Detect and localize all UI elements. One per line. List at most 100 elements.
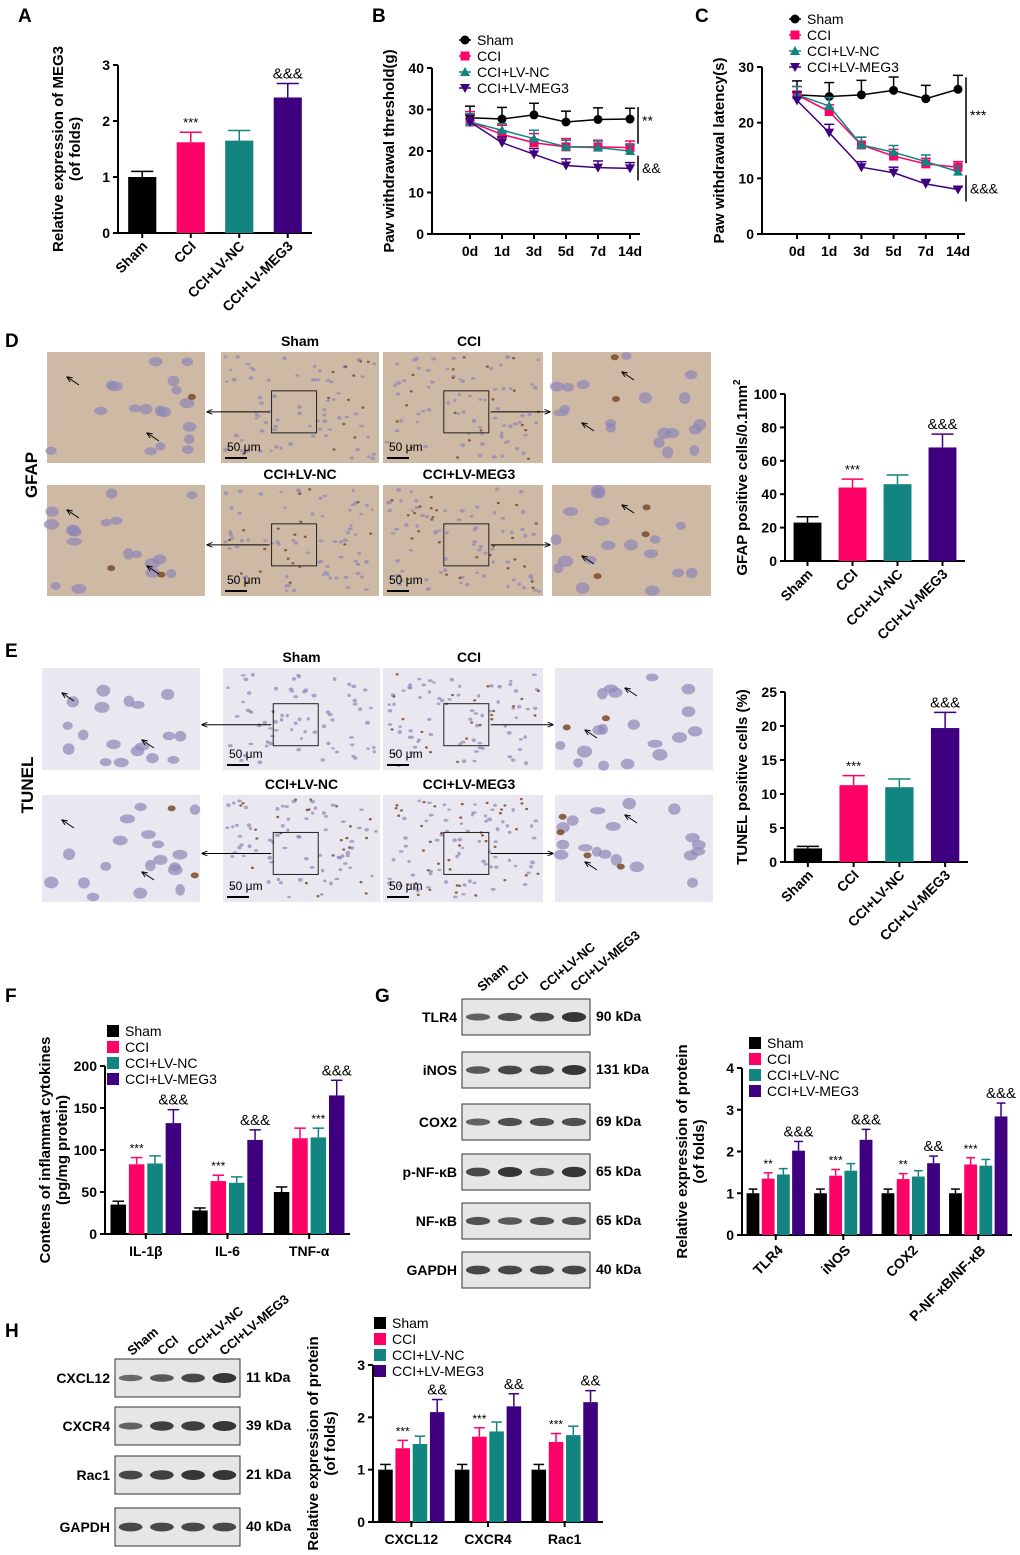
data-point	[856, 139, 867, 149]
nucleus	[155, 442, 166, 451]
nucleus	[397, 730, 402, 734]
protein-band	[497, 1012, 523, 1022]
data-point	[529, 150, 539, 160]
nucleus	[647, 739, 663, 748]
nucleus	[687, 877, 698, 888]
stained-cell	[365, 836, 369, 840]
nucleus	[390, 532, 396, 535]
nucleus	[359, 808, 364, 811]
stained-cell	[348, 825, 352, 828]
stained-cell	[456, 760, 460, 764]
series-sham	[465, 102, 635, 127]
x-tick-label: 3d	[526, 243, 542, 259]
nucleus	[360, 375, 365, 378]
stained-cell	[410, 537, 414, 540]
significance-label: &&	[427, 1382, 447, 1399]
legend-swatch	[749, 1053, 761, 1065]
stained-cell	[239, 804, 243, 807]
nucleus	[468, 717, 473, 721]
nucleus	[417, 738, 421, 742]
nucleus	[280, 713, 284, 718]
nucleus	[531, 673, 537, 677]
molecular-weight-label: 21 kDa	[246, 1466, 291, 1482]
nucleus	[315, 378, 320, 382]
stained-cell	[433, 805, 437, 808]
nucleus	[268, 741, 274, 746]
nucleus	[509, 679, 513, 683]
nucleus	[443, 880, 449, 884]
nucleus	[508, 387, 513, 391]
protein-band	[212, 1373, 237, 1383]
y-axis-label: (of folds)	[67, 117, 84, 181]
nucleus	[511, 807, 515, 812]
y-tick-label: 30	[738, 59, 754, 75]
nucleus	[347, 527, 353, 531]
series-line	[796, 99, 959, 191]
nucleus	[322, 419, 328, 424]
x-tick-label: 5d	[558, 243, 574, 259]
nucleus	[320, 758, 326, 762]
nucleus	[493, 865, 499, 869]
stained-cell	[309, 798, 313, 801]
scale-bar-label: 50 μm	[389, 440, 423, 454]
nucleus	[407, 735, 413, 739]
protein-band	[465, 1216, 491, 1226]
stained-cell	[486, 685, 490, 688]
nucleus	[402, 816, 407, 821]
nucleus	[181, 357, 194, 367]
protein-label: Rac1	[77, 1467, 111, 1483]
stained-cell	[346, 398, 350, 401]
stained-cell	[327, 396, 331, 400]
stained-cell	[366, 360, 370, 364]
nucleus	[520, 510, 526, 514]
x-tick-label: COX2	[883, 1242, 921, 1280]
nucleus	[353, 533, 358, 536]
significance-label: **	[763, 1157, 773, 1171]
stained-cell	[503, 878, 507, 882]
nucleus	[458, 684, 462, 689]
nucleus	[460, 740, 466, 744]
significance-label: ***	[396, 1424, 410, 1438]
nucleus	[243, 805, 249, 810]
nucleus	[513, 422, 518, 426]
stained-cell	[342, 422, 346, 426]
nucleus	[144, 558, 160, 569]
bar	[147, 1163, 163, 1234]
micrograph-zoom	[553, 795, 713, 902]
y-tick-label: 3	[102, 57, 110, 73]
nucleus	[522, 433, 529, 437]
stained-cell	[392, 695, 396, 698]
nucleus	[460, 846, 465, 850]
nucleus	[503, 724, 508, 728]
protein-band	[150, 1374, 174, 1382]
nucleus	[501, 820, 505, 824]
nucleus	[456, 518, 462, 522]
nucleus	[365, 503, 369, 508]
stained-cell	[254, 828, 258, 831]
molecular-weight-label: 90 kDa	[596, 1008, 641, 1024]
nucleus	[306, 717, 311, 721]
nucleus	[537, 589, 541, 593]
nucleus	[426, 369, 431, 372]
nucleus	[99, 758, 112, 767]
nucleus	[645, 673, 659, 682]
nucleus	[409, 490, 414, 494]
nucleus	[408, 549, 414, 552]
stained-cell	[335, 805, 339, 808]
nucleus	[230, 854, 235, 858]
micrograph-title: CCI+LV-MEG3	[423, 776, 516, 792]
series-line	[469, 121, 631, 152]
nucleus	[257, 449, 263, 453]
legend-label: CCI+LV-MEG3	[767, 1083, 859, 1099]
y-tick-label: 100	[754, 386, 778, 402]
nucleus	[437, 697, 442, 700]
x-tick-label: 3d	[853, 243, 869, 259]
significance-label: &&	[581, 1373, 601, 1390]
nucleus	[598, 849, 612, 859]
significance-label: &&	[504, 1376, 524, 1393]
nucleus	[460, 509, 465, 513]
nucleus	[594, 516, 610, 526]
nucleus	[496, 700, 500, 704]
nucleus	[265, 740, 270, 744]
legend-label: CCI+LV-NC	[807, 43, 879, 59]
